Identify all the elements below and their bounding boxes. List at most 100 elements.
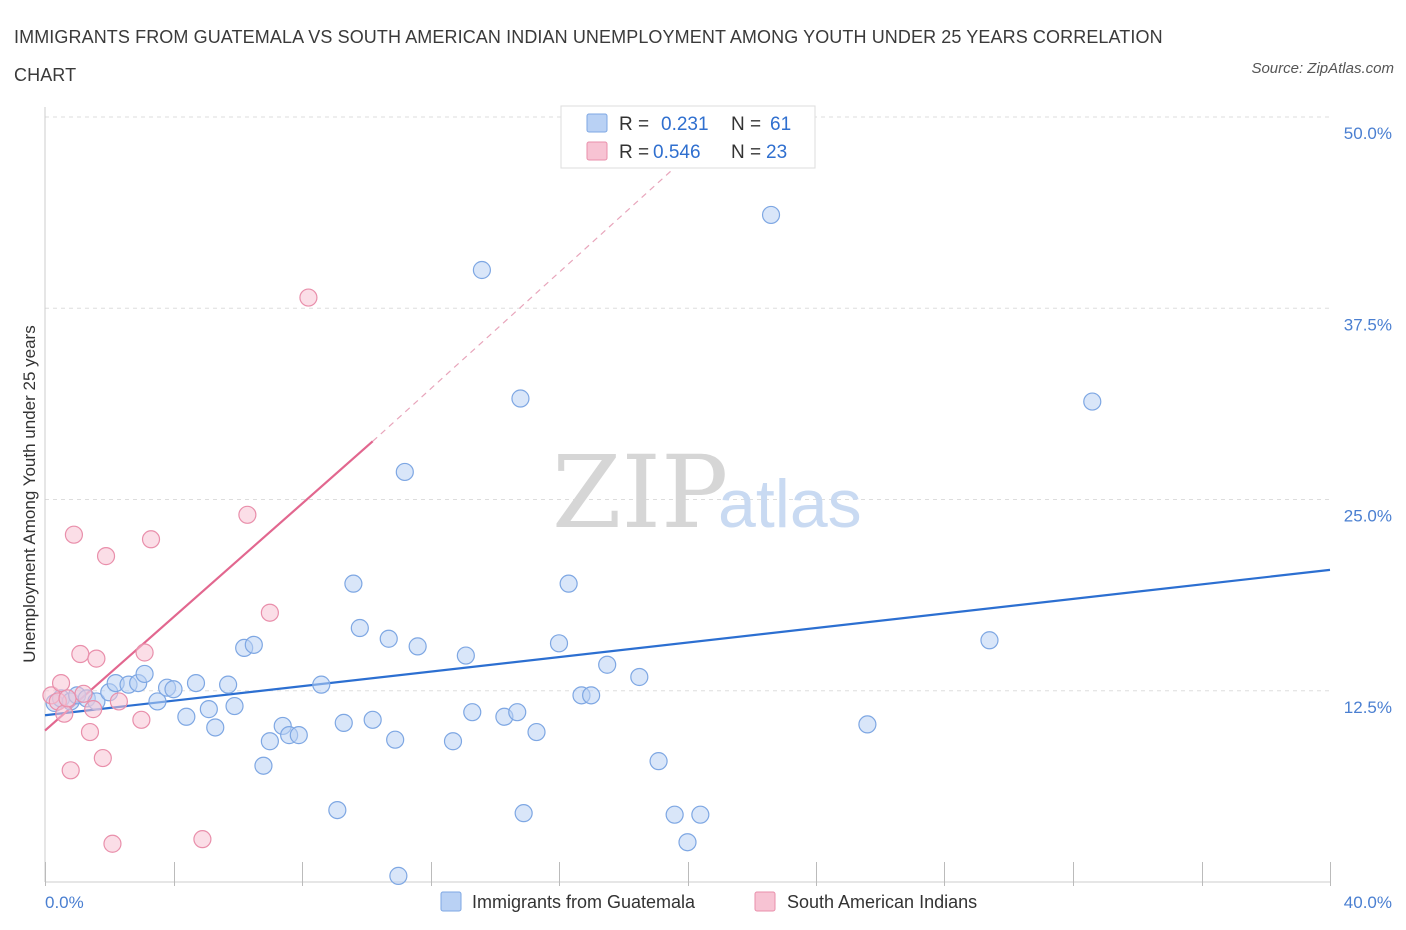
data-point-south-american-indians bbox=[96, 547, 116, 566]
data-point-guatemala bbox=[472, 260, 491, 280]
data-point-guatemala bbox=[456, 646, 475, 665]
data-point-guatemala bbox=[582, 686, 601, 705]
grid-lines bbox=[45, 116, 1330, 692]
data-point-south-american-indians bbox=[93, 748, 112, 768]
legend-swatch-south-american-indians bbox=[586, 141, 608, 161]
source-label: Source: ZipAtlas.com bbox=[1251, 60, 1394, 77]
data-point-south-american-indians bbox=[80, 722, 100, 742]
x-tick-labels: 0.0% 40.0% bbox=[45, 893, 1392, 912]
data-point-south-american-indians bbox=[61, 761, 80, 780]
data-point-guatemala bbox=[244, 635, 263, 654]
y-tick-label: 50.0% bbox=[1344, 124, 1392, 143]
legend-n-label-1: N = bbox=[731, 114, 761, 135]
data-point-guatemala bbox=[334, 713, 353, 732]
data-point-guatemala bbox=[514, 804, 533, 823]
data-point-guatemala bbox=[219, 675, 238, 694]
data-point-guatemala bbox=[649, 752, 668, 771]
legend-r-label-1: R = bbox=[619, 114, 649, 135]
data-point-guatemala bbox=[508, 703, 527, 722]
data-point-south-american-indians bbox=[51, 673, 71, 693]
watermark-atlas: atlas bbox=[718, 466, 862, 542]
data-point-guatemala bbox=[630, 667, 649, 687]
y-tick-label: 25.0% bbox=[1344, 507, 1392, 526]
data-point-south-american-indians bbox=[109, 692, 128, 711]
data-point-guatemala bbox=[186, 673, 206, 693]
data-point-guatemala bbox=[344, 574, 363, 593]
legend-n-label-2: N = bbox=[731, 142, 761, 163]
legend-n-value-guatemala: 61 bbox=[770, 114, 791, 135]
data-point-south-american-indians bbox=[135, 643, 154, 662]
data-point-south-american-indians bbox=[74, 684, 93, 703]
bottom-legend-label-guatemala: Immigrants from Guatemala bbox=[472, 892, 696, 912]
data-point-guatemala bbox=[386, 730, 405, 749]
data-point-south-american-indians bbox=[87, 649, 106, 668]
correlation-legend: R = 0.231 N = 61 R = 0.546 N = 23 bbox=[560, 105, 816, 169]
data-point-south-american-indians bbox=[238, 505, 257, 524]
y-axis-label: Unemployment Among Youth under 25 years bbox=[20, 325, 39, 662]
trend-line-south-american-indians bbox=[44, 440, 374, 732]
trend-line-guatemala bbox=[44, 568, 1331, 717]
data-point-guatemala bbox=[328, 800, 347, 820]
data-point-south-american-indians bbox=[260, 603, 279, 622]
legend-r-value-south-american-indians: 0.546 bbox=[653, 142, 701, 163]
y-tick-label: 37.5% bbox=[1344, 315, 1392, 334]
data-point-south-american-indians bbox=[71, 644, 90, 664]
data-point-south-american-indians bbox=[132, 710, 151, 729]
data-point-guatemala bbox=[379, 629, 398, 648]
data-point-guatemala bbox=[598, 655, 617, 674]
data-point-guatemala bbox=[1083, 392, 1102, 411]
data-point-guatemala bbox=[408, 637, 427, 656]
chart-title: IMMIGRANTS FROM GUATEMALA VS SOUTH AMERI… bbox=[14, 27, 1163, 85]
trend-lines bbox=[44, 170, 1331, 732]
data-point-guatemala bbox=[206, 718, 225, 737]
data-point-south-american-indians bbox=[103, 834, 122, 853]
data-point-south-american-indians bbox=[84, 700, 103, 719]
data-point-guatemala bbox=[199, 700, 218, 719]
data-point-guatemala bbox=[225, 696, 244, 716]
axes bbox=[44, 107, 1331, 886]
data-point-south-american-indians bbox=[141, 530, 161, 549]
data-point-guatemala bbox=[761, 205, 781, 225]
data-point-south-american-indians bbox=[55, 704, 74, 723]
data-point-guatemala bbox=[691, 805, 710, 824]
data-point-guatemala bbox=[527, 722, 546, 742]
series-south-american-indians-points bbox=[42, 288, 318, 853]
data-point-guatemala bbox=[665, 805, 684, 824]
data-point-guatemala bbox=[858, 715, 877, 734]
x-tick-label: 0.0% bbox=[45, 893, 84, 912]
data-point-guatemala bbox=[350, 618, 369, 638]
data-point-guatemala bbox=[395, 462, 414, 482]
data-point-guatemala bbox=[148, 692, 167, 711]
bottom-legend-swatch-south-american-indians bbox=[754, 891, 776, 912]
data-point-south-american-indians bbox=[299, 288, 318, 307]
y-tick-label: 12.5% bbox=[1344, 698, 1392, 717]
watermark-zip: ZIP bbox=[552, 434, 728, 551]
data-point-guatemala bbox=[312, 675, 331, 694]
data-point-guatemala bbox=[389, 866, 408, 885]
data-point-guatemala bbox=[980, 631, 999, 650]
data-point-guatemala bbox=[289, 726, 308, 745]
bottom-legend-label-south-american-indians: South American Indians bbox=[787, 892, 977, 912]
data-point-south-american-indians bbox=[193, 830, 212, 849]
watermark: ZIP atlas bbox=[552, 434, 862, 551]
data-point-guatemala bbox=[559, 574, 578, 593]
data-point-south-american-indians bbox=[58, 689, 77, 708]
data-point-guatemala bbox=[254, 756, 273, 775]
data-point-guatemala bbox=[463, 703, 482, 722]
data-point-guatemala bbox=[164, 680, 183, 699]
bottom-legend-swatch-guatemala bbox=[440, 891, 462, 912]
data-point-guatemala bbox=[678, 833, 697, 852]
data-point-guatemala bbox=[177, 707, 196, 726]
y-tick-labels: 12.5% 25.0% 37.5% 50.0% bbox=[1344, 124, 1392, 717]
legend-r-value-guatemala: 0.231 bbox=[661, 114, 709, 135]
data-point-guatemala bbox=[363, 710, 382, 729]
legend-n-value-south-american-indians: 23 bbox=[766, 142, 787, 163]
data-point-guatemala bbox=[443, 732, 463, 751]
data-point-south-american-indians bbox=[64, 525, 84, 544]
data-point-guatemala bbox=[549, 634, 569, 653]
trend-line-extension-south-american-indians bbox=[372, 170, 672, 442]
data-point-guatemala bbox=[135, 664, 154, 684]
series-legend: Immigrants from Guatemala South American… bbox=[440, 891, 977, 912]
legend-r-label-2: R = bbox=[619, 142, 649, 163]
